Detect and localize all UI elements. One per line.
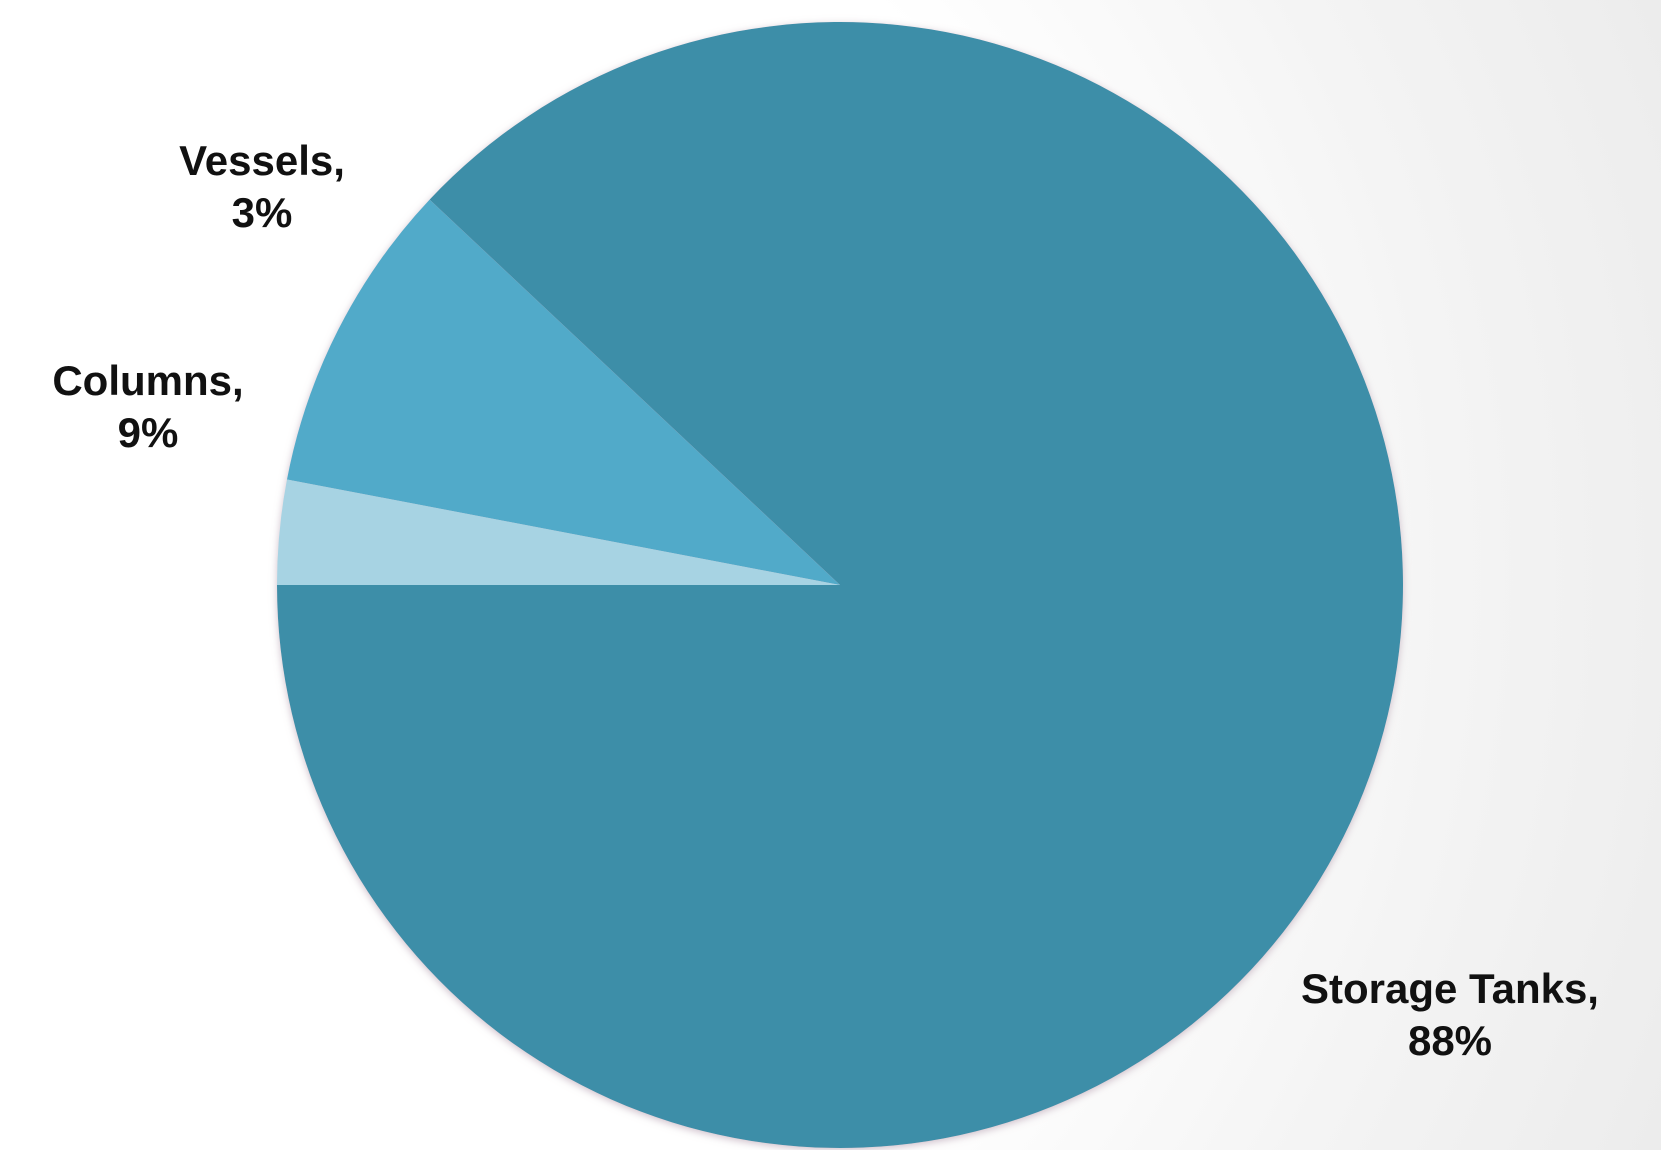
pie-slice-vessels: [277, 479, 840, 585]
pie-slice-columns: [286, 199, 840, 585]
data-label-columns: Columns, 9%: [52, 357, 243, 456]
data-label-vessels: Vessels, 3%: [179, 137, 345, 236]
pie-slice-storage-tanks: [277, 21, 1403, 1148]
data-label-storage-tanks: Storage Tanks, 88%: [1301, 965, 1599, 1064]
